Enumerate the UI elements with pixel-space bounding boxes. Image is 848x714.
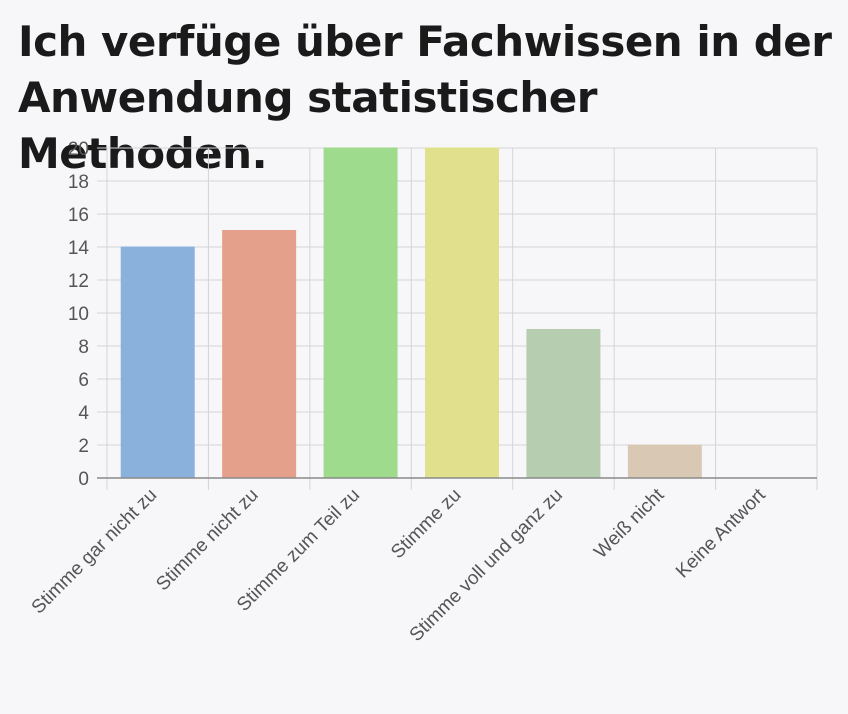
- y-tick-label: 20: [68, 139, 89, 160]
- bar: [323, 147, 398, 479]
- chart-title: Ich verfüge über Fachwissen in der Anwen…: [18, 17, 832, 178]
- y-tick-label: 4: [78, 403, 89, 424]
- x-tick-label: Stimme nicht zu: [152, 485, 262, 595]
- bar: [120, 246, 195, 479]
- bar: [627, 444, 702, 479]
- y-tick-label: 8: [78, 337, 89, 358]
- y-tick-label: 6: [78, 370, 89, 391]
- bar: [526, 329, 601, 479]
- x-tick-label: Weiß nicht: [590, 484, 669, 563]
- y-tick-label: 2: [78, 436, 89, 457]
- y-tick-label: 14: [68, 238, 90, 259]
- bar: [222, 230, 297, 479]
- y-tick-label: 10: [68, 304, 89, 325]
- bar: [425, 147, 499, 479]
- y-tick-label: 0: [78, 469, 89, 490]
- bars: [120, 147, 702, 479]
- y-tick-label: 12: [68, 271, 89, 292]
- y-tick-label: 16: [68, 205, 89, 226]
- y-tick-label: 18: [68, 172, 89, 193]
- x-tick-label: Stimme gar nicht zu: [28, 485, 162, 619]
- x-tick-label: Keine Antwort: [672, 484, 770, 582]
- x-tick-label: Stimme zu: [387, 485, 465, 563]
